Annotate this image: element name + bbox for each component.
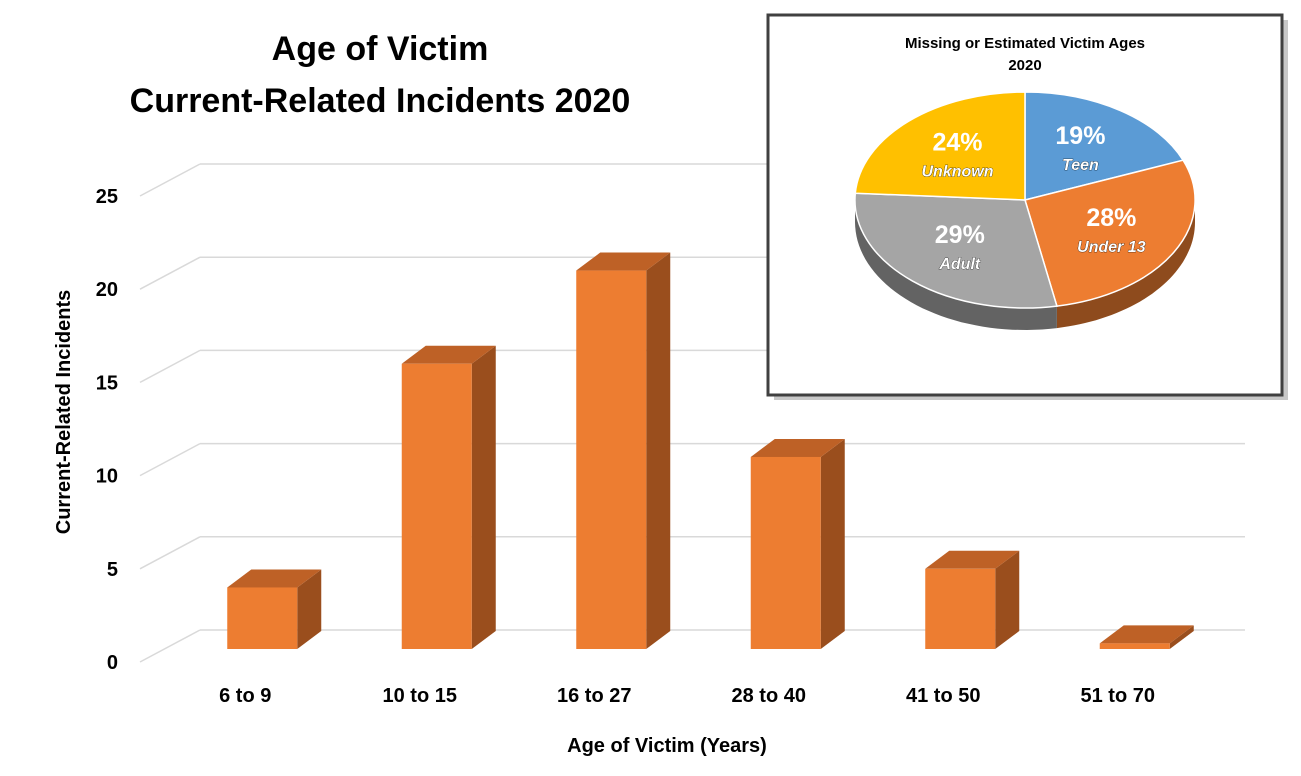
pie-slice-adult	[854, 192, 1058, 309]
x-axis-title: Age of Victim (Years)	[567, 735, 767, 757]
bar-top	[1099, 625, 1194, 644]
gridline-diagonal	[139, 349, 201, 384]
pie-category-label: Adult	[938, 256, 981, 273]
x-axis-ticks: 6 to 9 10 to 15 16 to 27 28 to 40 41 to 50 51…	[219, 685, 1155, 707]
bar-side	[1169, 625, 1194, 649]
y-axis-ticks: 0 5 10 15 20 25	[96, 186, 118, 674]
bar-51-to-70	[1099, 625, 1194, 649]
bar-side	[471, 345, 496, 649]
x-tick-label: 16 to 27	[557, 685, 631, 707]
y-tick-label: 15	[96, 372, 118, 394]
bar-top	[401, 345, 496, 364]
inset-title: Missing or Estimated Victim Ages	[905, 35, 1145, 52]
pie-category-label: Unknown	[922, 163, 994, 180]
bar-side	[820, 438, 845, 649]
gridline-diagonal	[139, 163, 201, 197]
gridline-diagonal	[139, 629, 201, 663]
pie-slice-teen	[1024, 91, 1185, 201]
pie-slice-unknown	[854, 91, 1026, 201]
bar-front	[227, 587, 298, 649]
x-tick-label: 6 to 9	[219, 685, 271, 707]
y-axis-title: Current-Related Incidents	[53, 290, 75, 534]
inset-subtitle: 2020	[1008, 57, 1041, 74]
bar-side	[646, 252, 671, 649]
bar-41-to-50	[925, 550, 1020, 649]
bar-series	[227, 252, 1194, 649]
pie-labels: 19% Teen 28% Under 13 29% Adult 24% Unknown	[921, 122, 1146, 273]
bar-10-to-15	[401, 345, 496, 649]
y-tick-label: 25	[96, 186, 118, 208]
bar-top	[750, 438, 845, 457]
bar-28-to-40	[750, 438, 845, 649]
gridline-diagonal	[139, 256, 201, 290]
bar-front	[925, 568, 996, 649]
bar-top	[576, 252, 671, 271]
inset-pie-chart: Missing or Estimated Victim Ages 2020 19…	[766, 13, 1288, 400]
pie-slice-under-13	[1024, 159, 1196, 307]
pie-percent-label: 29%	[935, 221, 985, 249]
y-tick-label: 5	[107, 559, 118, 581]
bar-front	[401, 363, 472, 649]
chart-title: Age of Victim	[272, 30, 489, 68]
pie-slices	[854, 91, 1196, 330]
gridline-diagonal	[139, 536, 201, 570]
bar-top	[227, 569, 322, 588]
pie-percent-label: 24%	[932, 128, 982, 156]
pie-percent-label: 28%	[1086, 204, 1136, 232]
bar-front	[1099, 643, 1170, 649]
bar-front	[576, 270, 647, 649]
chart-subtitle: Current-Related Incidents 2020	[130, 82, 631, 120]
gridline-diagonal	[139, 442, 201, 477]
y-tick-label: 0	[107, 652, 118, 674]
y-tick-label: 10	[96, 466, 118, 488]
bar-6-to-9	[227, 569, 322, 649]
pie-side-adult	[855, 200, 1057, 330]
bar-side	[995, 550, 1020, 649]
x-tick-label: 51 to 70	[1081, 685, 1155, 707]
bar-front	[750, 456, 821, 649]
pie-category-label: Under 13	[1077, 239, 1146, 256]
bar-top	[925, 550, 1020, 569]
pie-percent-label: 19%	[1055, 122, 1105, 150]
pie-category-label: Teen	[1062, 157, 1099, 174]
x-tick-label: 10 to 15	[383, 685, 457, 707]
x-tick-label: 41 to 50	[906, 685, 980, 707]
bar-16-to-27	[576, 252, 671, 649]
x-tick-label: 28 to 40	[732, 685, 806, 707]
y-tick-label: 20	[96, 279, 118, 301]
pie-side-under-13	[1056, 200, 1195, 329]
bar-side	[297, 569, 322, 649]
